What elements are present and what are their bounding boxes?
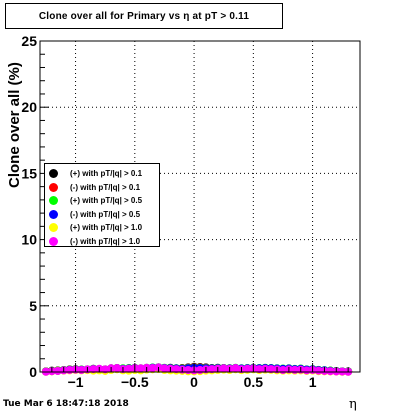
legend-entry: (+) with pT/|q| > 0.1 [49, 167, 159, 181]
y-tick-label: 0 [29, 364, 37, 380]
chart-title: Clone over all for Primary vs η at pT > … [5, 3, 283, 29]
data-point [113, 364, 122, 373]
legend-marker-icon [49, 182, 58, 192]
legend-label: (+) with pT/|q| > 1.0 [70, 223, 143, 233]
legend-marker-icon [49, 223, 58, 233]
data-point [172, 365, 181, 374]
data-point [160, 364, 169, 373]
grid-lines [40, 41, 360, 372]
tick-labels: 0 5 10 15 20 25 −1 −0.5 0 0.5 1 [21, 33, 316, 390]
y-tick-label: 15 [21, 165, 37, 181]
data-point [124, 364, 133, 373]
legend-entry: (-) with pT/|q| > 1.0 [49, 235, 159, 249]
y-tick-label: 5 [29, 298, 37, 314]
data-point [267, 365, 276, 374]
data-point [255, 365, 264, 374]
legend-entry: (-) with pT/|q| > 0.1 [49, 181, 159, 195]
legend-label: (-) with pT/|q| > 0.1 [70, 182, 141, 192]
legend-entry: (+) with pT/|q| > 0.5 [49, 194, 159, 208]
x-tick-label: 0 [190, 374, 198, 390]
plot-frame [39, 40, 361, 373]
x-tick-label: −0.5 [121, 374, 149, 390]
legend: (+) with pT/|q| > 0.1 (-) with pT/|q| > … [44, 163, 160, 247]
x-tick-label: 0.5 [244, 374, 264, 390]
data-point [53, 366, 62, 375]
data-point [136, 364, 145, 373]
data-point [326, 367, 335, 376]
timestamp-footer: Tue Mar 6 18:47:18 2018 [3, 399, 129, 409]
legend-label: (+) with pT/|q| > 0.5 [70, 196, 143, 206]
y-tick-label: 25 [21, 33, 37, 49]
legend-marker-icon [49, 196, 58, 206]
legend-label: (+) with pT/|q| > 0.1 [70, 169, 143, 179]
data-point [89, 365, 98, 374]
y-tick-label: 20 [21, 99, 37, 115]
y-tick-label: 10 [21, 232, 37, 248]
data-point [314, 366, 323, 375]
legend-label: (-) with pT/|q| > 1.0 [70, 236, 141, 246]
legend-marker-icon [49, 209, 58, 219]
x-tick-label: 1 [309, 374, 317, 390]
legend-label: (-) with pT/|q| > 0.5 [70, 209, 141, 219]
data-point [219, 364, 228, 373]
legend-entry: (+) with pT/|q| > 1.0 [49, 221, 159, 235]
data-point [243, 364, 252, 373]
x-tick-label: −1 [68, 374, 84, 390]
x-axis-label: η [349, 397, 357, 412]
data-point [207, 365, 216, 374]
legend-marker-icon [49, 169, 58, 179]
legend-entry: (-) with pT/|q| > 0.5 [49, 208, 159, 222]
data-point [148, 364, 157, 373]
y-axis-label: Clone over all (%) [6, 62, 23, 188]
legend-marker-icon [49, 236, 58, 246]
data-point [231, 364, 240, 373]
data-point [101, 365, 110, 374]
